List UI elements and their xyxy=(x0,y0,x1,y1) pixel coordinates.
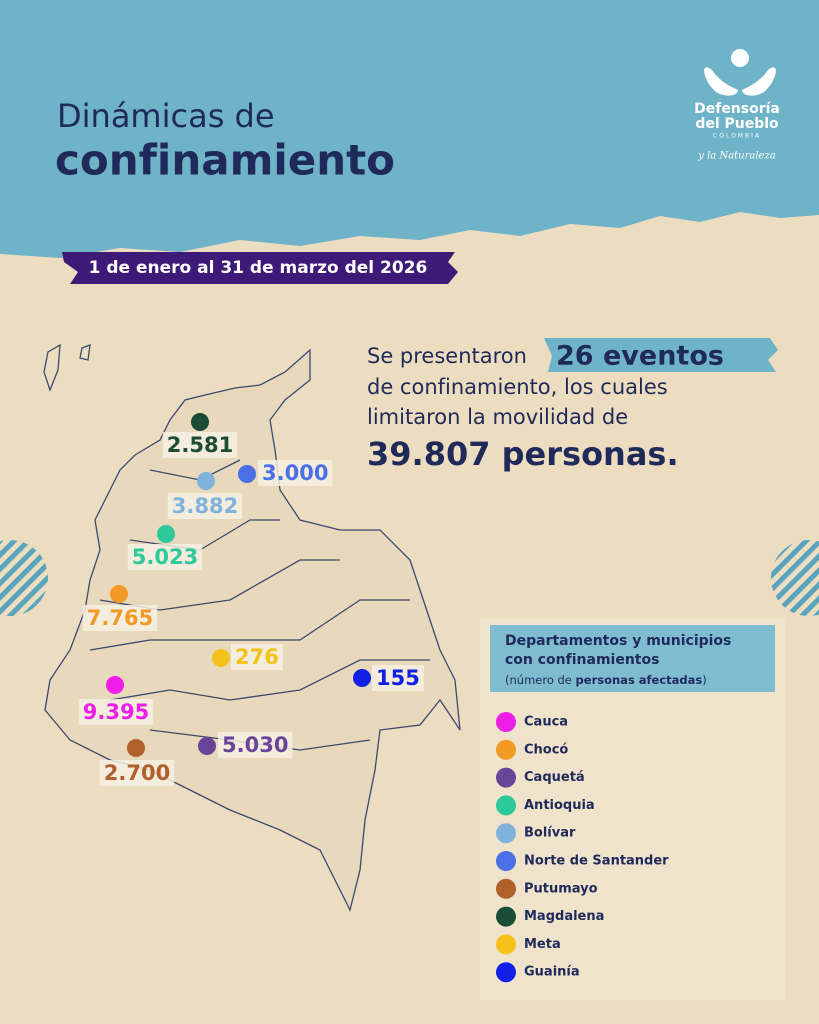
logo-country: COLOMBIA xyxy=(713,133,761,140)
legend-label: Norte de Santander xyxy=(524,854,669,869)
marker-dot xyxy=(197,472,215,490)
summary-highlight: 26 eventos xyxy=(556,341,724,372)
marker-label-bg xyxy=(127,544,203,570)
legend-swatch xyxy=(496,934,516,955)
summary-text: de confinamiento, los cuales xyxy=(367,375,668,399)
summary-total: 39.807 personas. xyxy=(367,435,679,473)
marker-label: 3.000 xyxy=(262,461,328,485)
marker-dot xyxy=(106,676,124,694)
title-line1: Dinámicas de xyxy=(57,97,275,135)
total: 39.807 personas xyxy=(367,435,666,473)
marker-label: 2.700 xyxy=(104,761,170,785)
date-range: 1 de enero al 31 de marzo del 2026 xyxy=(89,258,428,278)
legend-label: Bolívar xyxy=(524,826,576,841)
legend-label: Putumayo xyxy=(524,881,598,896)
marker-label-bg xyxy=(82,605,158,631)
legend-swatch xyxy=(496,823,516,844)
marker-label-bg xyxy=(231,644,283,670)
legend-title: Departamentos y municipios xyxy=(505,633,731,649)
legend-swatch xyxy=(496,739,516,760)
legend-label: Antioquia xyxy=(524,798,595,813)
markers: 9.395 7.765 5.030 5.023 3.882 3.000 2.700 2.581… xyxy=(78,413,424,786)
legend-label: Cauca xyxy=(524,715,568,730)
top-band xyxy=(0,0,819,258)
marker-label: 7.765 xyxy=(87,606,153,630)
marker-dot xyxy=(191,413,209,431)
islands xyxy=(43,343,91,392)
marker-label: 2.581 xyxy=(167,433,233,457)
legend-header xyxy=(490,625,775,692)
legend-swatch xyxy=(496,962,516,983)
legend-note: (número de personas afectadas) xyxy=(505,673,707,687)
logo: Defensoría del Pueblo COLOMBIA y la Natu… xyxy=(694,49,780,162)
logo-tagline: y la Naturaleza xyxy=(697,151,775,162)
marker-label-bg xyxy=(162,432,238,458)
marker-label-bg xyxy=(372,665,424,691)
marker-dot xyxy=(198,737,216,755)
note: (número de xyxy=(505,673,576,687)
marker-label-bg xyxy=(99,760,175,786)
title-line2: confinamiento xyxy=(55,136,395,185)
legend-swatch xyxy=(496,851,516,871)
legend-items: Cauca Chocó Caquetá Antioquia Bolívar Norte d… xyxy=(496,712,669,983)
marker-dot xyxy=(238,465,256,483)
marker-label: 9.395 xyxy=(83,700,149,724)
marker-dot xyxy=(212,649,230,667)
decoration xyxy=(0,540,48,616)
decoration xyxy=(771,540,819,616)
marker-label: 155 xyxy=(376,666,420,690)
note: ) xyxy=(702,673,707,687)
highlight-box xyxy=(544,338,778,372)
logo-name: del Pueblo xyxy=(695,116,779,132)
marker-label: 5.023 xyxy=(132,545,198,569)
marker-label-bg xyxy=(78,699,154,725)
legend-swatch xyxy=(496,878,516,899)
marker-label-bg xyxy=(258,460,333,486)
marker-label: 3.882 xyxy=(172,494,238,518)
marker-label-bg xyxy=(167,493,243,519)
marker-dot xyxy=(157,525,175,543)
marker-label-bg xyxy=(218,732,293,758)
legend-swatch xyxy=(496,767,516,788)
period: . xyxy=(666,435,678,473)
legend-swatch xyxy=(496,712,516,732)
legend-label: Chocó xyxy=(524,742,568,757)
logo-name: Defensoría xyxy=(694,101,780,117)
legend-swatch xyxy=(496,795,516,816)
summary-text: limitaron la movilidad de xyxy=(367,405,628,429)
legend-label: Magdalena xyxy=(524,909,604,924)
marker-dot xyxy=(127,739,145,757)
summary-text: Se presentaron xyxy=(367,344,527,368)
legend-label: Caquetá xyxy=(524,770,585,785)
legend-swatch xyxy=(496,906,516,927)
legend-title: con confinamientos xyxy=(505,652,659,668)
date-banner xyxy=(62,252,458,284)
country-outline xyxy=(44,348,461,912)
legend-label: Guainía xyxy=(524,965,580,980)
marker-dot xyxy=(110,585,128,603)
marker-label: 5.030 xyxy=(222,733,288,757)
note: personas afectadas xyxy=(576,673,703,687)
legend-label: Meta xyxy=(524,937,561,952)
marker-dot xyxy=(353,669,371,687)
marker-label: 276 xyxy=(235,645,279,669)
